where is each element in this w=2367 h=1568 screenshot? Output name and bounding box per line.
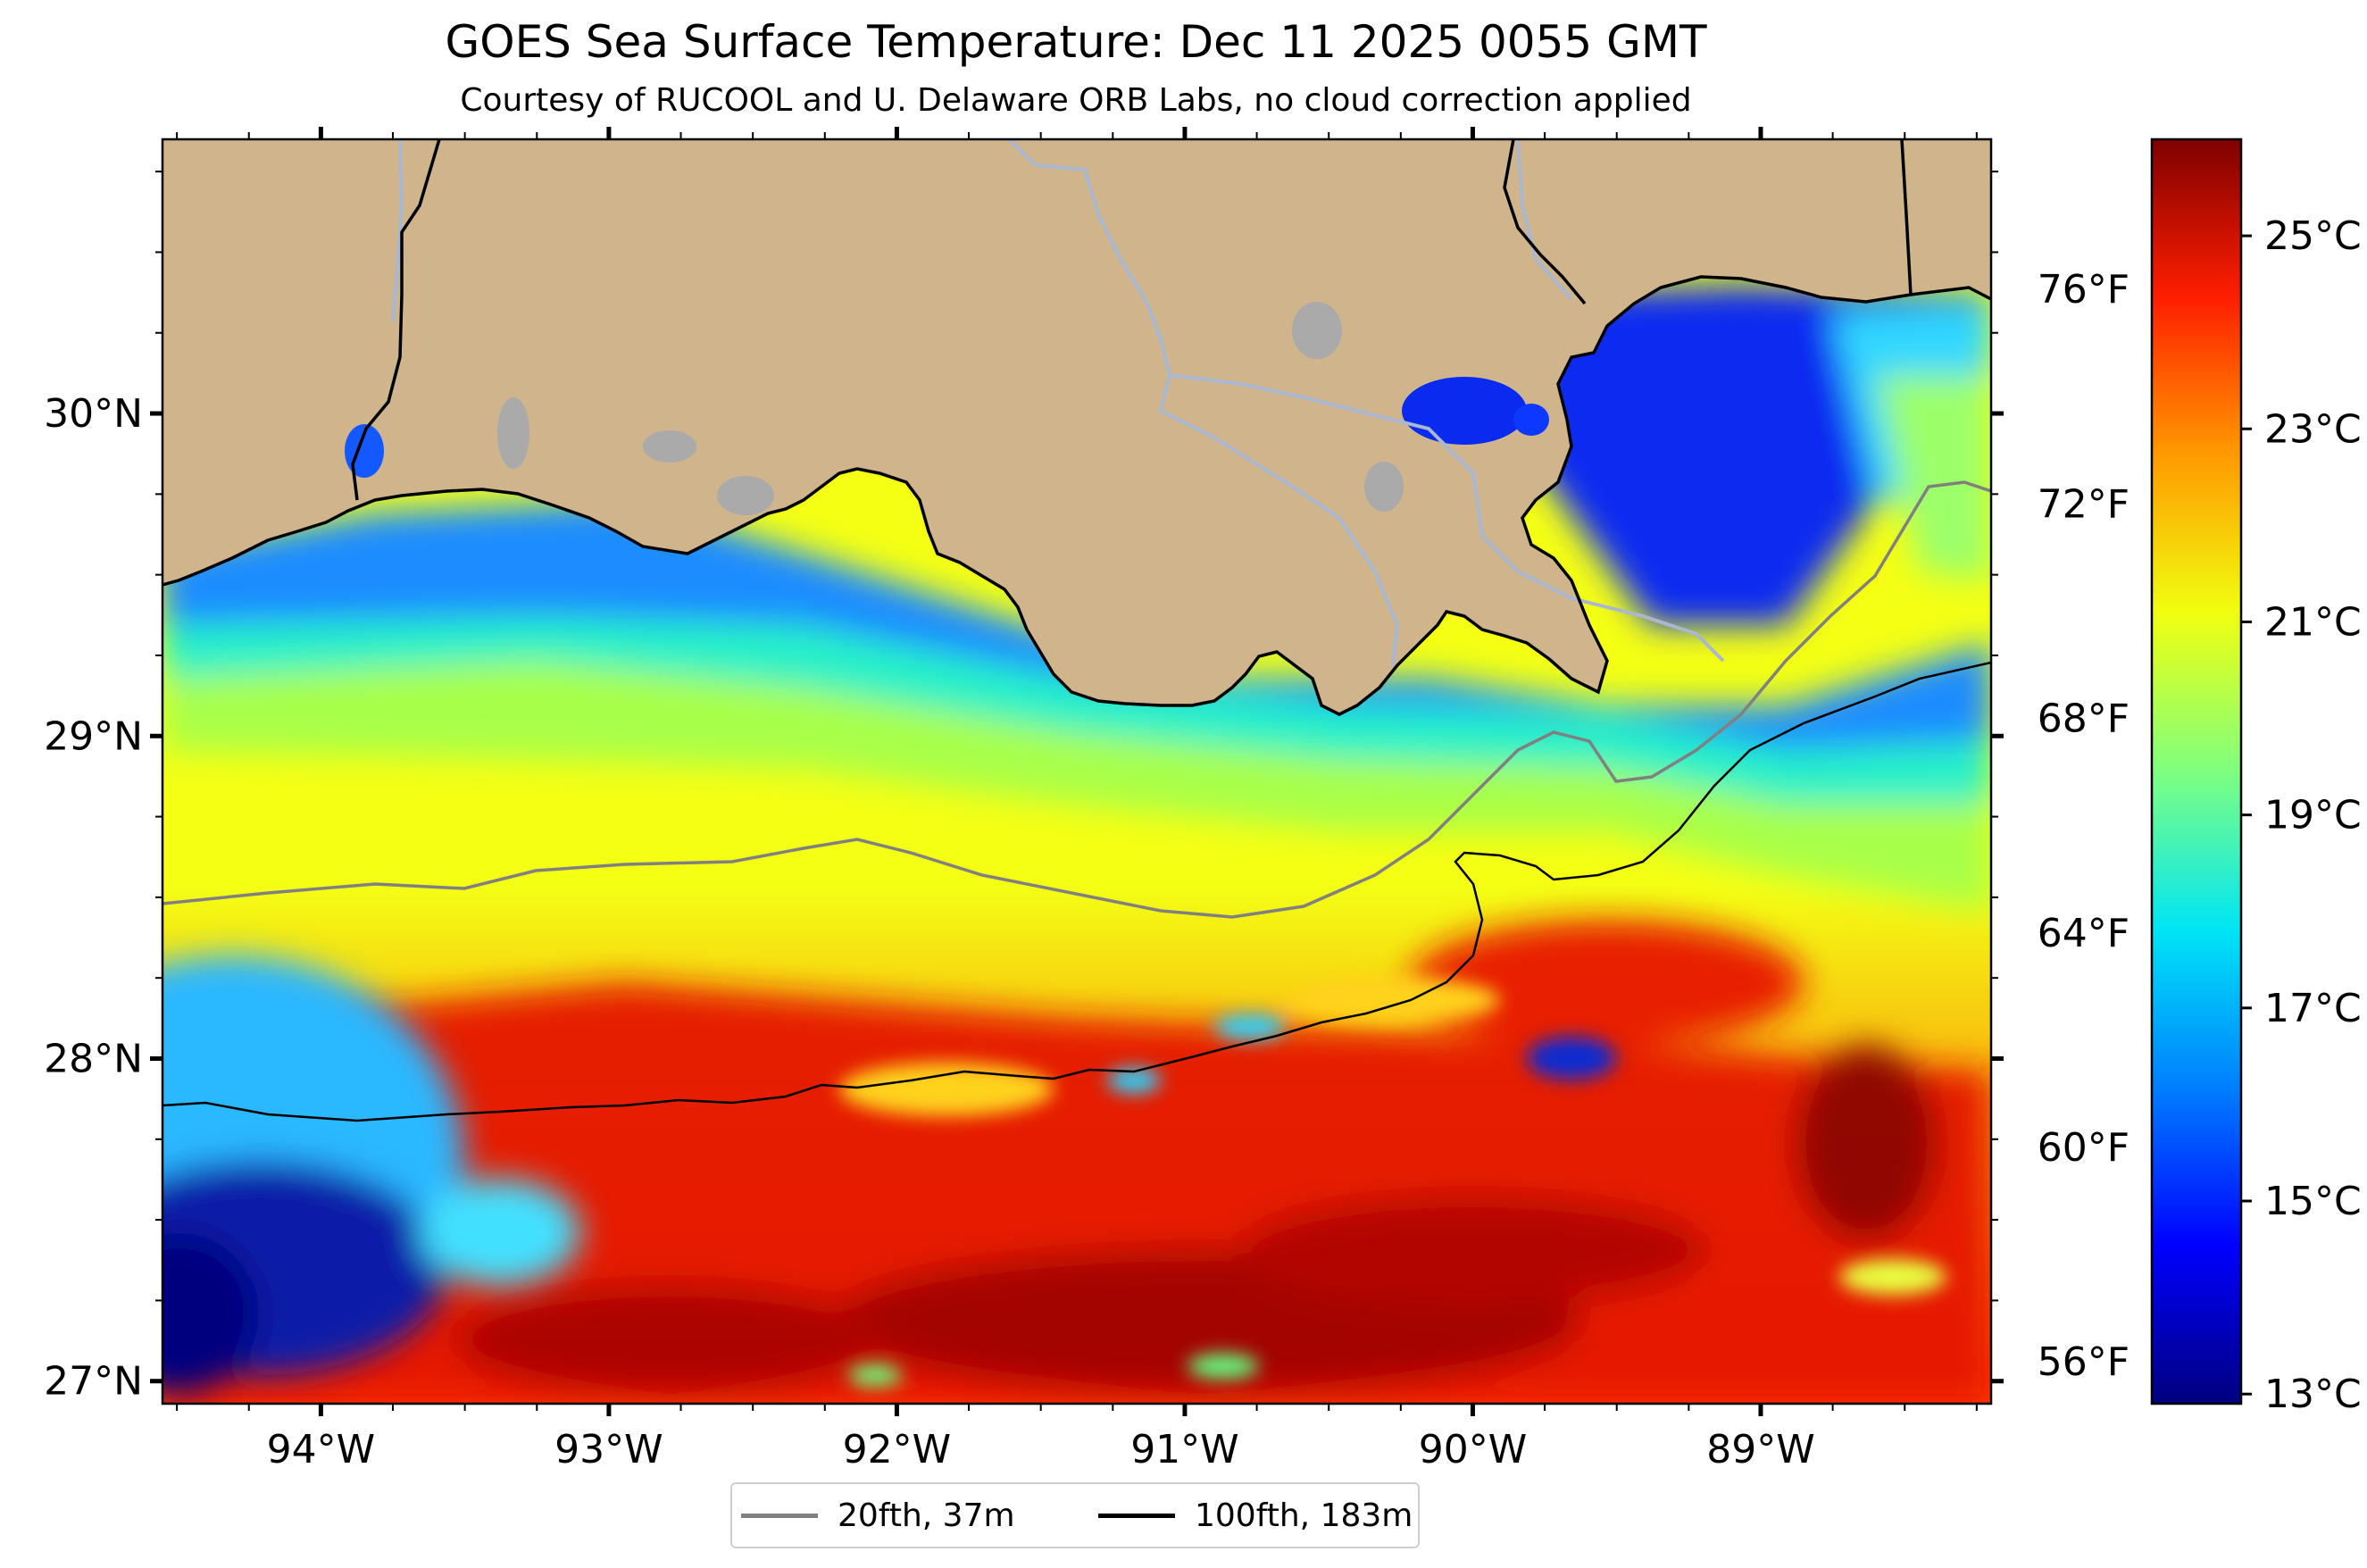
lat-tick-label: 27°N — [44, 1359, 143, 1405]
colorbar-tick-label: 19°C — [2264, 793, 2362, 838]
latitude-ticks: 27°N 28°N 29°N 30°N — [44, 171, 2004, 1405]
lon-tick-label: 92°W — [843, 1427, 952, 1472]
lat-tick-label: 30°N — [44, 391, 143, 437]
state-border-east — [1503, 139, 1587, 305]
state-border-west — [351, 139, 441, 501]
lakes — [497, 302, 1404, 515]
colorbar-ticks: 13°C 15°C 17°C 19°C 21°C 23°C 25°C — [2241, 213, 2362, 1417]
state-border-far-east — [1900, 139, 1913, 296]
colorbar-tick-label: 21°C — [2264, 599, 2362, 645]
isobath-legend: 20fth, 37m 100fth, 183m — [730, 1482, 1420, 1548]
fahrenheit-tick-label: 60°F — [2038, 1125, 2129, 1171]
colorbar-tick-label: 17°C — [2264, 986, 2362, 1031]
map-subtitle: Courtesy of RUCOOL and U. Delaware ORB L… — [460, 82, 1692, 119]
isobath-100fth — [163, 661, 1991, 1122]
legend-label-100fth: 100fth, 183m — [1195, 1497, 1413, 1534]
land — [163, 139, 1991, 714]
lon-tick-label: 91°W — [1130, 1427, 1239, 1472]
rivers — [391, 139, 1725, 666]
lon-tick-label: 93°W — [554, 1427, 663, 1472]
fahrenheit-ticks: 56°F 60°F 64°F 68°F 72°F 76°F — [2038, 267, 2129, 1385]
fahrenheit-tick-label: 76°F — [2038, 267, 2129, 313]
longitude-ticks: 94°W 93°W 92°W 91°W 90°W 89°W — [176, 127, 1978, 1472]
fahrenheit-tick-label: 56°F — [2038, 1339, 2129, 1385]
lon-tick-label: 90°W — [1419, 1427, 1528, 1472]
fahrenheit-tick-label: 68°F — [2038, 696, 2129, 742]
isobath-20fth — [163, 480, 1991, 919]
colorbar-tick-label: 25°C — [2264, 213, 2362, 259]
colorbar-tick-label: 15°C — [2264, 1179, 2362, 1224]
lon-tick-label: 94°W — [267, 1427, 376, 1472]
fahrenheit-tick-label: 64°F — [2038, 911, 2129, 956]
legend-line-20fth — [741, 1513, 818, 1518]
colorbar — [2150, 138, 2243, 1405]
map-title: GOES Sea Surface Temperature: Dec 11 202… — [445, 16, 1707, 68]
lon-tick-label: 89°W — [1706, 1427, 1815, 1472]
legend-item-20fth: 20fth, 37m — [741, 1484, 1015, 1547]
coastline — [163, 275, 1991, 716]
map-frame — [161, 138, 1993, 1405]
legend-line-100fth — [1098, 1513, 1175, 1518]
lat-tick-label: 29°N — [44, 713, 143, 759]
colorbar-tick-label: 13°C — [2264, 1372, 2362, 1417]
lat-tick-label: 28°N — [44, 1036, 143, 1081]
colorbar-tick-label: 23°C — [2264, 406, 2362, 452]
legend-item-100fth: 100fth, 183m — [1098, 1484, 1413, 1547]
legend-label-20fth: 20fth, 37m — [838, 1497, 1015, 1534]
fahrenheit-tick-label: 72°F — [2038, 481, 2129, 527]
